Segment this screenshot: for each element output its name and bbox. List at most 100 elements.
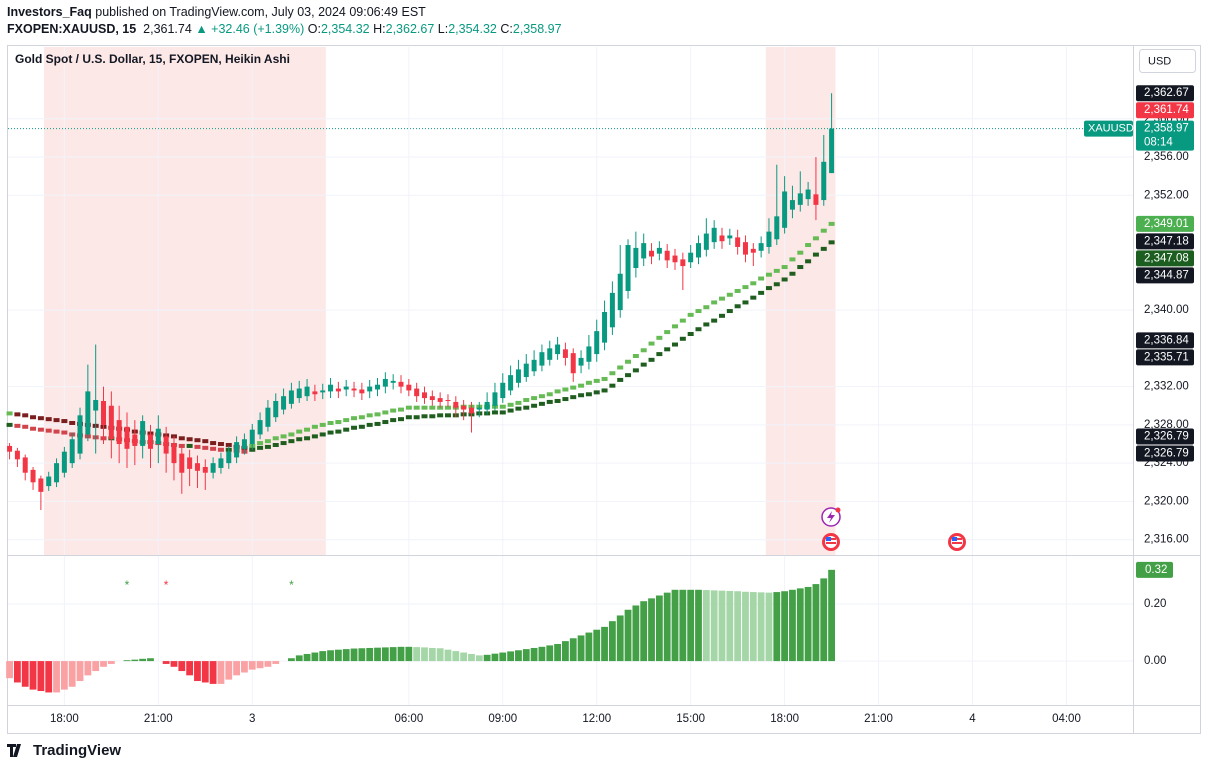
histogram-bar <box>554 643 561 662</box>
y-tick-label: 2,340.00 <box>1144 304 1189 316</box>
candle-body <box>390 380 396 383</box>
x-tick-label: 18:00 <box>50 713 79 725</box>
histogram-bar <box>366 647 374 662</box>
currency-box[interactable] <box>1139 49 1196 73</box>
candle-body <box>703 233 709 250</box>
candle-body <box>484 401 490 410</box>
histogram-bar <box>624 609 632 662</box>
candle-body <box>320 390 326 393</box>
o-value: 2,354.32 <box>320 22 370 36</box>
candle-body <box>829 128 835 174</box>
logo-mark <box>7 744 21 757</box>
histogram-bar <box>311 652 319 662</box>
candle-body <box>468 407 474 414</box>
candle-body <box>382 378 388 387</box>
x-tick-label: 18:00 <box>770 713 799 725</box>
candle-body <box>93 400 99 411</box>
histogram-bar <box>452 651 460 662</box>
candle-body <box>257 420 263 435</box>
candle-body <box>797 193 803 205</box>
candle-body <box>14 450 20 460</box>
histogram-bar <box>45 661 53 693</box>
flag-icon[interactable] <box>948 533 966 551</box>
flag-icon[interactable] <box>822 533 840 551</box>
candle-body <box>782 191 788 228</box>
candle-body <box>664 250 670 261</box>
histogram-bar <box>655 595 663 662</box>
candle-body <box>617 273 623 311</box>
histogram-bar <box>428 647 436 662</box>
x-tick-label: 09:00 <box>488 713 517 725</box>
candle-body <box>343 386 349 390</box>
candle-body <box>288 390 294 404</box>
candle-body <box>414 388 420 397</box>
x-tick-label: 06:00 <box>394 713 423 725</box>
candle-body <box>508 375 514 391</box>
y-tick-label: 0.00 <box>1144 655 1166 667</box>
candle-body <box>539 352 545 366</box>
histogram-bar <box>522 649 530 662</box>
symbol-line: FXOPEN:XAUUSD, 15 2,361.74 ▲ +32.46 (+1.… <box>7 21 562 38</box>
histogram-bar <box>327 650 334 662</box>
l-value: 2,354.32 <box>448 22 497 36</box>
histogram-bar <box>499 652 507 662</box>
histogram-bar <box>757 592 765 662</box>
histogram-bar <box>679 589 687 662</box>
last: 2,361.74 <box>143 22 192 36</box>
candle-body <box>476 407 482 410</box>
candle-body <box>515 369 521 383</box>
histogram-bar <box>749 592 757 662</box>
histogram-bar <box>460 652 468 662</box>
candle-body <box>194 463 200 471</box>
candle-body <box>61 451 67 473</box>
histogram-bar <box>139 658 147 662</box>
histogram-bar <box>507 651 515 662</box>
histogram-bar <box>53 661 60 693</box>
histogram-bar <box>796 588 804 662</box>
candle-body <box>492 392 498 406</box>
candle-body <box>124 426 130 449</box>
histogram-bar <box>288 658 295 662</box>
price-label: 2,362.67 <box>1144 87 1189 99</box>
signal-mark: * <box>125 578 130 592</box>
price-label: 2,361.74 <box>1144 104 1189 116</box>
histogram-bar <box>444 649 452 662</box>
histogram-bar <box>413 647 421 662</box>
histogram-bar <box>710 590 718 662</box>
candle-body <box>445 400 451 402</box>
candle-body <box>335 388 341 392</box>
histogram-bar <box>225 661 233 680</box>
candle-body <box>241 439 247 449</box>
candle-body <box>453 401 459 408</box>
histogram-bar <box>632 605 640 662</box>
y-tick-label: 0.20 <box>1144 598 1166 610</box>
price-label-box <box>1136 445 1194 462</box>
candle-body <box>296 388 302 399</box>
candle-body <box>461 405 467 410</box>
histogram-bar <box>76 661 84 682</box>
candle-body <box>500 382 506 399</box>
x-tick-label: 21:00 <box>144 713 173 725</box>
candle-body <box>77 415 83 454</box>
histogram-bar <box>546 645 554 662</box>
candle-body <box>688 252 694 263</box>
histogram-bar <box>100 661 107 667</box>
histogram-bar <box>68 661 76 687</box>
histogram-bar <box>789 589 796 662</box>
candle-body <box>555 344 561 355</box>
y-tick-label: 2,328.00 <box>1144 419 1189 431</box>
header: Investors_Faq published on TradingView.c… <box>7 4 562 38</box>
candle-body <box>101 400 107 425</box>
candle-body <box>375 384 381 390</box>
price-label: 2,326.79 <box>1144 447 1189 459</box>
candle-body <box>711 227 717 243</box>
candle-body <box>171 444 177 464</box>
candle-body <box>421 392 427 399</box>
background-layer <box>8 47 1133 705</box>
histogram-bar <box>123 660 131 662</box>
price-label-box <box>1136 215 1194 232</box>
price-label: 2,344.87 <box>1144 269 1189 281</box>
price-label-box <box>1136 349 1194 366</box>
histogram-bar <box>718 590 726 662</box>
